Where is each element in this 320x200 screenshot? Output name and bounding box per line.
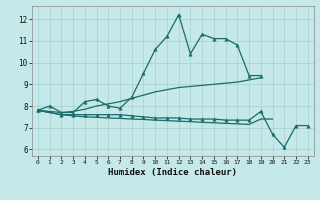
X-axis label: Humidex (Indice chaleur): Humidex (Indice chaleur) [108,168,237,177]
